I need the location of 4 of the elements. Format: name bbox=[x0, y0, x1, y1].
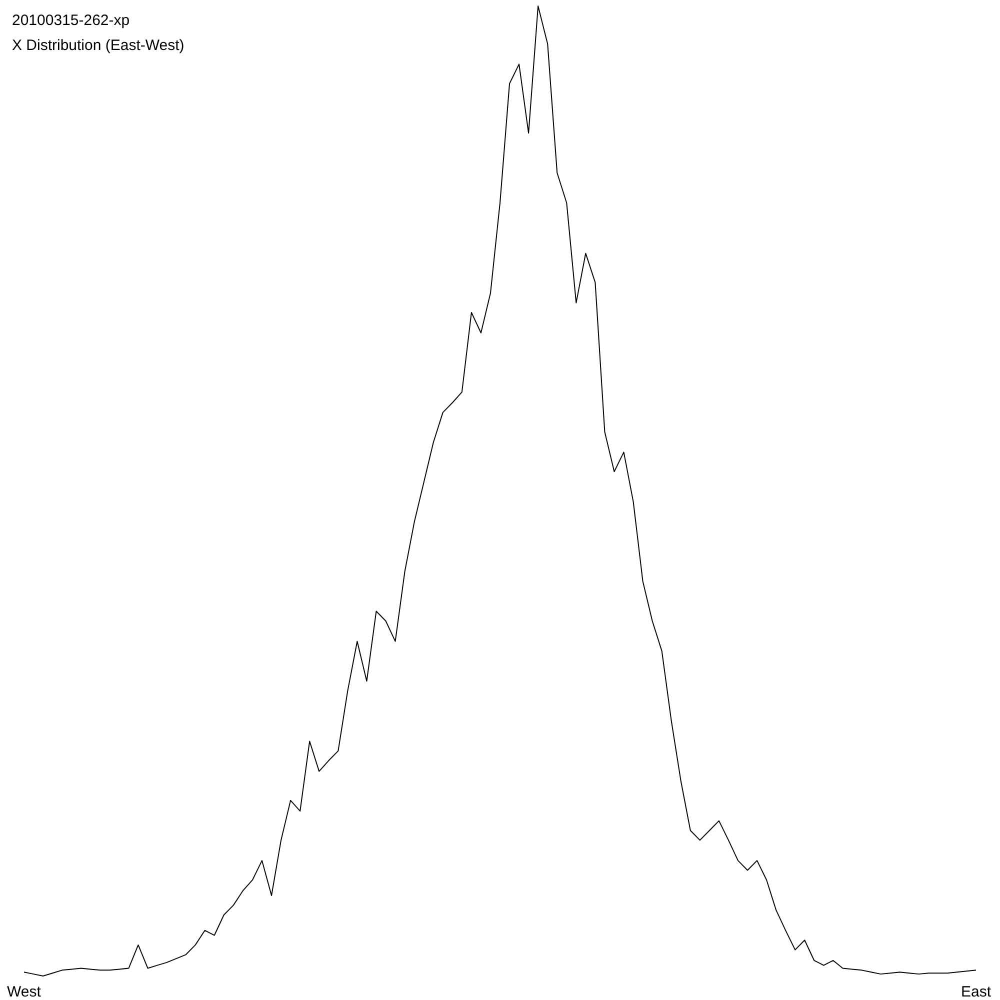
x-tick-label: West bbox=[7, 984, 42, 1000]
text: X Distribution (East-West) bbox=[12, 37, 184, 54]
chart-title: 20100315-262-xp bbox=[12, 12, 130, 29]
x-tick-label: East bbox=[960, 984, 992, 1000]
